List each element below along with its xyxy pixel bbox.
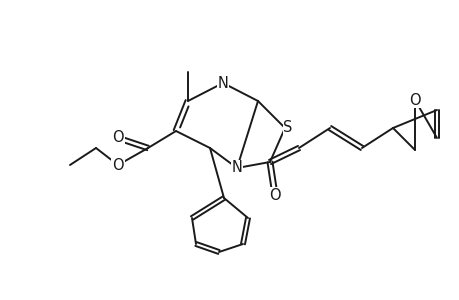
Text: N: N	[217, 76, 228, 91]
Text: S: S	[283, 121, 292, 136]
Text: O: O	[409, 92, 420, 107]
Text: O: O	[112, 158, 123, 172]
Text: O: O	[112, 130, 123, 146]
Text: N: N	[231, 160, 242, 175]
Text: O: O	[269, 188, 280, 202]
